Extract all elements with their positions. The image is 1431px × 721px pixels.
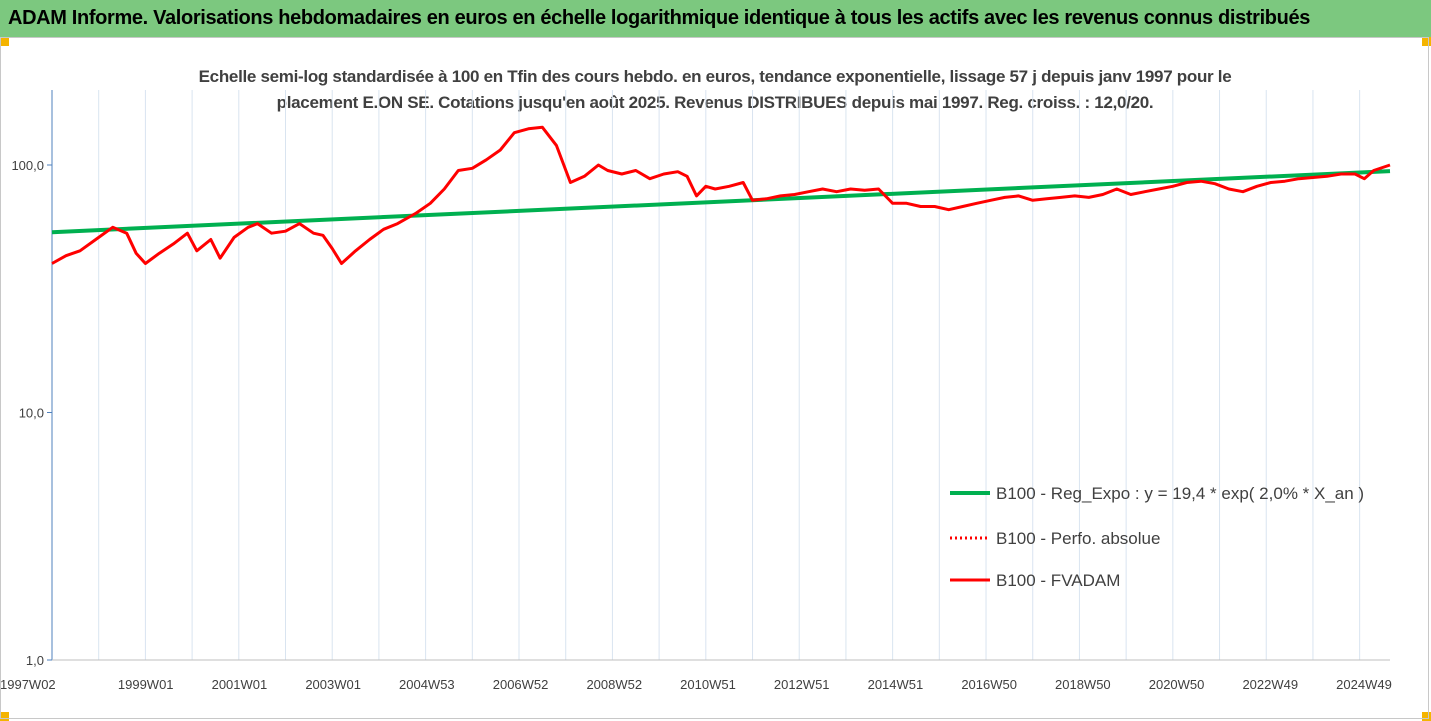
x-tick-label: 2014W51 — [868, 677, 924, 692]
x-tick-label: 2008W52 — [586, 677, 642, 692]
x-tick-label: 2012W51 — [774, 677, 830, 692]
corner-marker-right — [1422, 37, 1431, 46]
grid-lines — [98, 90, 1361, 660]
x-tick-label: 1997W02 — [0, 677, 56, 692]
corner-marker-bottom-left — [0, 712, 9, 721]
corner-marker-left — [0, 37, 9, 46]
x-tick-label: 2004W53 — [399, 677, 455, 692]
chart-title: Echelle semi-log standardisée à 100 en T… — [198, 67, 1232, 112]
series-line-0 — [51, 169, 1391, 235]
x-tick-label: 2003W01 — [305, 677, 361, 692]
x-tick-label: 2024W49 — [1336, 677, 1392, 692]
legend: B100 - Reg_Expo : y = 19,4 * exp( 2,0% *… — [950, 484, 1364, 590]
x-tick-label: 2018W50 — [1055, 677, 1111, 692]
y-tick-label: 100,0 — [11, 158, 44, 173]
legend-entry-1: B100 - Perfo. absolue — [996, 529, 1160, 548]
axes: 100,0 10,0 1,0 1997W02 1999W01 2001W01 2003W01… — [0, 90, 1392, 692]
x-tick-label: 2010W51 — [680, 677, 736, 692]
x-tick-label: 2016W50 — [961, 677, 1017, 692]
legend-entry-0: B100 - Reg_Expo : y = 19,4 * exp( 2,0% *… — [996, 484, 1364, 503]
series-lines — [51, 125, 1391, 265]
x-tick-label: 2001W01 — [212, 677, 268, 692]
y-tick-label: 1,0 — [26, 653, 44, 668]
legend-entry-2: B100 - FVADAM — [996, 571, 1120, 590]
x-tick-label: 2006W52 — [493, 677, 549, 692]
x-tick-label: 2022W49 — [1242, 677, 1298, 692]
y-tick-label: 10,0 — [19, 406, 44, 421]
series-line-2 — [51, 125, 1391, 265]
x-tick-label: 1999W01 — [118, 677, 174, 692]
report-title: ADAM Informe. Valorisations hebdomadaire… — [8, 7, 1311, 29]
chart-frame — [0, 37, 1429, 719]
report-header: ADAM Informe. Valorisations hebdomadaire… — [0, 0, 1431, 37]
x-tick-label: 2020W50 — [1149, 677, 1205, 692]
corner-marker-bottom-right — [1422, 712, 1431, 721]
